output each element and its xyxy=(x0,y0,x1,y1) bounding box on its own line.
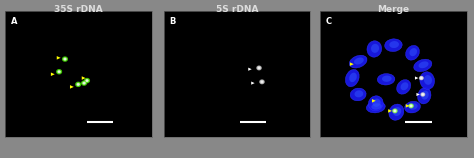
Circle shape xyxy=(420,77,422,79)
Ellipse shape xyxy=(401,82,408,90)
Circle shape xyxy=(421,93,425,96)
Text: A: A xyxy=(10,17,17,26)
Polygon shape xyxy=(57,56,61,60)
Ellipse shape xyxy=(421,91,428,100)
Circle shape xyxy=(64,58,66,60)
Ellipse shape xyxy=(397,80,411,94)
Circle shape xyxy=(257,66,261,70)
Circle shape xyxy=(394,110,396,112)
Circle shape xyxy=(393,109,397,113)
Text: Merge: Merge xyxy=(377,5,410,14)
Circle shape xyxy=(409,104,413,108)
Circle shape xyxy=(76,82,81,86)
Ellipse shape xyxy=(366,101,385,113)
Ellipse shape xyxy=(373,99,381,107)
Ellipse shape xyxy=(371,103,382,110)
Circle shape xyxy=(261,81,263,83)
Ellipse shape xyxy=(389,104,404,120)
Circle shape xyxy=(57,70,62,74)
Ellipse shape xyxy=(367,41,382,57)
Ellipse shape xyxy=(371,44,379,53)
Ellipse shape xyxy=(410,48,417,56)
Polygon shape xyxy=(417,93,420,96)
Ellipse shape xyxy=(384,39,402,52)
Circle shape xyxy=(410,105,412,107)
Polygon shape xyxy=(406,104,410,108)
Polygon shape xyxy=(372,99,376,103)
Polygon shape xyxy=(388,109,392,113)
Ellipse shape xyxy=(393,107,401,116)
Ellipse shape xyxy=(389,41,399,48)
Ellipse shape xyxy=(350,88,366,101)
Ellipse shape xyxy=(406,45,419,60)
Polygon shape xyxy=(251,82,255,85)
Ellipse shape xyxy=(420,72,435,89)
Text: B: B xyxy=(169,17,176,26)
Ellipse shape xyxy=(349,55,367,68)
Circle shape xyxy=(86,80,88,82)
Circle shape xyxy=(419,76,423,80)
Circle shape xyxy=(63,57,67,61)
Ellipse shape xyxy=(405,101,420,113)
Ellipse shape xyxy=(355,90,363,97)
Ellipse shape xyxy=(414,59,432,72)
Polygon shape xyxy=(70,85,74,89)
Ellipse shape xyxy=(418,88,431,104)
Ellipse shape xyxy=(419,61,428,68)
Ellipse shape xyxy=(409,103,418,110)
Circle shape xyxy=(85,79,90,83)
Polygon shape xyxy=(350,62,354,66)
Circle shape xyxy=(258,67,260,69)
Polygon shape xyxy=(415,76,419,80)
Polygon shape xyxy=(82,76,85,80)
Circle shape xyxy=(83,82,85,84)
Ellipse shape xyxy=(346,69,359,87)
Text: 5S rDNA: 5S rDNA xyxy=(216,5,258,14)
Polygon shape xyxy=(248,68,252,71)
Ellipse shape xyxy=(377,74,395,85)
Text: 35S rDNA: 35S rDNA xyxy=(54,5,102,14)
Polygon shape xyxy=(51,73,55,76)
Circle shape xyxy=(77,83,79,85)
Ellipse shape xyxy=(354,58,364,64)
Circle shape xyxy=(58,71,60,73)
Text: C: C xyxy=(326,17,332,26)
Ellipse shape xyxy=(368,96,383,111)
Ellipse shape xyxy=(424,75,432,85)
Circle shape xyxy=(260,80,264,84)
Ellipse shape xyxy=(382,76,392,82)
Circle shape xyxy=(82,81,86,85)
Circle shape xyxy=(422,94,424,95)
Ellipse shape xyxy=(349,73,357,82)
